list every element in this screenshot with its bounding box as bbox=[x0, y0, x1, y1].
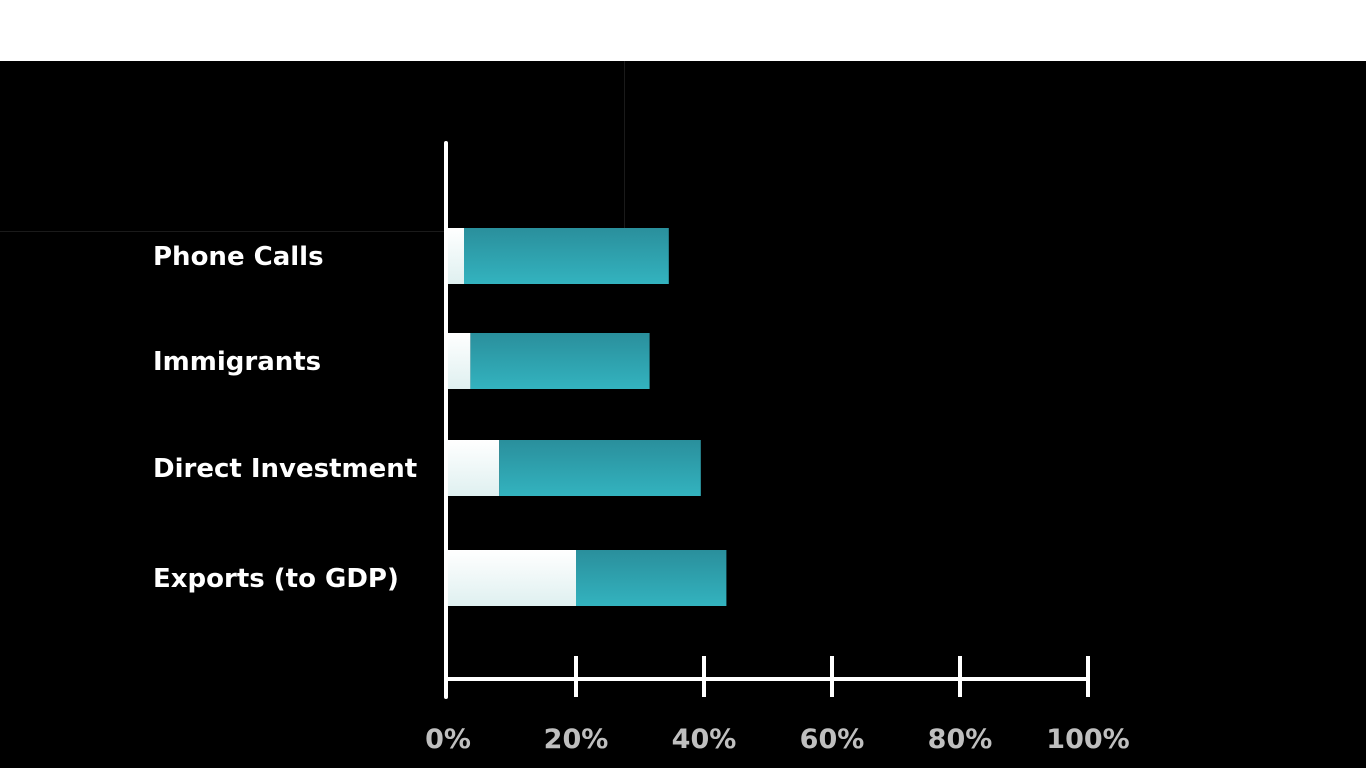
x-tick-label-1: 20% bbox=[544, 724, 609, 755]
top-white-strip bbox=[0, 0, 1366, 61]
faint-guide-line-vertical bbox=[624, 61, 625, 231]
category-label-0: Phone Calls bbox=[153, 242, 324, 272]
faint-guide-line bbox=[0, 231, 445, 232]
chart-background bbox=[0, 61, 1366, 768]
bar-segment-teal-2 bbox=[499, 440, 701, 496]
x-tick-label-4: 80% bbox=[928, 724, 993, 755]
x-tick-label-5: 100% bbox=[1046, 724, 1129, 755]
bars-layer bbox=[448, 228, 727, 606]
category-label-3: Exports (to GDP) bbox=[153, 564, 399, 594]
x-tick-label-2: 40% bbox=[672, 724, 737, 755]
bar-segment-light-2 bbox=[448, 440, 500, 496]
bar-segment-teal-3 bbox=[576, 550, 727, 606]
bar-segment-light-3 bbox=[448, 550, 576, 606]
bar-segment-light-0 bbox=[448, 228, 464, 284]
x-tick-label-0: 0% bbox=[425, 724, 471, 755]
category-label-1: Immigrants bbox=[153, 347, 321, 377]
axes: 0% 20% 40% 60% 80% 100% bbox=[425, 141, 1130, 755]
x-tick-label-3: 60% bbox=[800, 724, 865, 755]
bar-segment-light-1 bbox=[448, 333, 471, 389]
bar-segment-teal-0 bbox=[464, 228, 669, 284]
category-label-2: Direct Investment bbox=[153, 454, 417, 484]
category-labels: Phone Calls Immigrants Direct Investment Ex… bbox=[153, 242, 417, 594]
bar-segment-teal-1 bbox=[470, 333, 650, 389]
